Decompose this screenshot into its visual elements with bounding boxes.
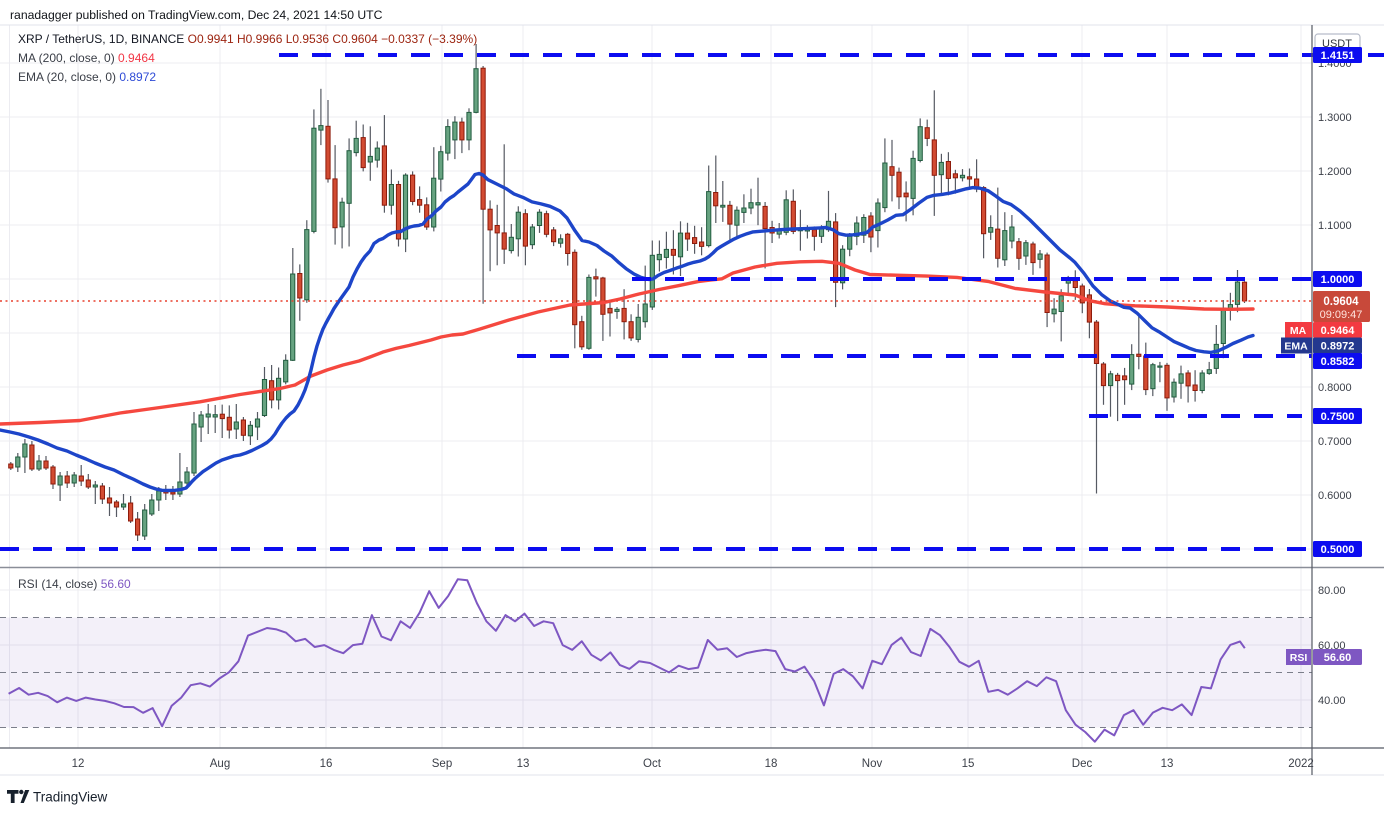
svg-text:0.7500: 0.7500 xyxy=(1321,411,1355,423)
svg-text:MA: MA xyxy=(1290,325,1307,337)
svg-text:MA (200, close, 0) 0.9464: MA (200, close, 0) 0.9464 xyxy=(18,51,155,65)
svg-text:0.6000: 0.6000 xyxy=(1318,490,1352,502)
svg-text:56.60: 56.60 xyxy=(1324,652,1352,664)
svg-text:Nov: Nov xyxy=(862,758,883,770)
svg-text:80.00: 80.00 xyxy=(1318,585,1346,597)
svg-text:13: 13 xyxy=(1161,758,1174,770)
svg-text:0.7000: 0.7000 xyxy=(1318,436,1352,448)
svg-text:0.9464: 0.9464 xyxy=(1321,325,1356,337)
svg-text:0.5000: 0.5000 xyxy=(1321,544,1355,556)
svg-text:RSI (14, close) 56.60: RSI (14, close) 56.60 xyxy=(18,577,131,591)
svg-text:0.8582: 0.8582 xyxy=(1321,356,1355,368)
svg-text:Oct: Oct xyxy=(643,758,662,770)
svg-text:1.4151: 1.4151 xyxy=(1321,50,1355,62)
svg-text:Dec: Dec xyxy=(1072,758,1093,770)
svg-text:1.0000: 1.0000 xyxy=(1321,274,1355,286)
svg-text:Aug: Aug xyxy=(210,758,230,770)
svg-text:1.2000: 1.2000 xyxy=(1318,166,1352,178)
svg-text:16: 16 xyxy=(320,758,333,770)
svg-text:0.8972: 0.8972 xyxy=(1321,341,1355,353)
svg-text:12: 12 xyxy=(72,758,85,770)
svg-text:13: 13 xyxy=(517,758,530,770)
svg-text:EMA (20, close, 0) 0.8972: EMA (20, close, 0) 0.8972 xyxy=(18,70,156,84)
svg-text:Sep: Sep xyxy=(432,758,452,770)
svg-text:XRP / TetherUS, 1D, BINANCE O0: XRP / TetherUS, 1D, BINANCE O0.9941 H0.9… xyxy=(18,32,477,46)
svg-text:ranadagger published on Tradin: ranadagger published on TradingView.com,… xyxy=(10,8,383,22)
svg-text:2022: 2022 xyxy=(1288,758,1314,770)
svg-text:09:09:47: 09:09:47 xyxy=(1320,309,1363,321)
svg-text:0.8000: 0.8000 xyxy=(1318,382,1352,394)
svg-text:EMA: EMA xyxy=(1284,341,1308,353)
svg-text:TradingView: TradingView xyxy=(33,790,108,805)
svg-text:1.1000: 1.1000 xyxy=(1318,220,1352,232)
svg-text:18: 18 xyxy=(765,758,778,770)
svg-text:15: 15 xyxy=(962,758,975,770)
svg-text:RSI: RSI xyxy=(1290,652,1308,664)
svg-text:40.00: 40.00 xyxy=(1318,695,1346,707)
svg-text:1.3000: 1.3000 xyxy=(1318,112,1352,124)
svg-text:0.9604: 0.9604 xyxy=(1323,296,1359,308)
